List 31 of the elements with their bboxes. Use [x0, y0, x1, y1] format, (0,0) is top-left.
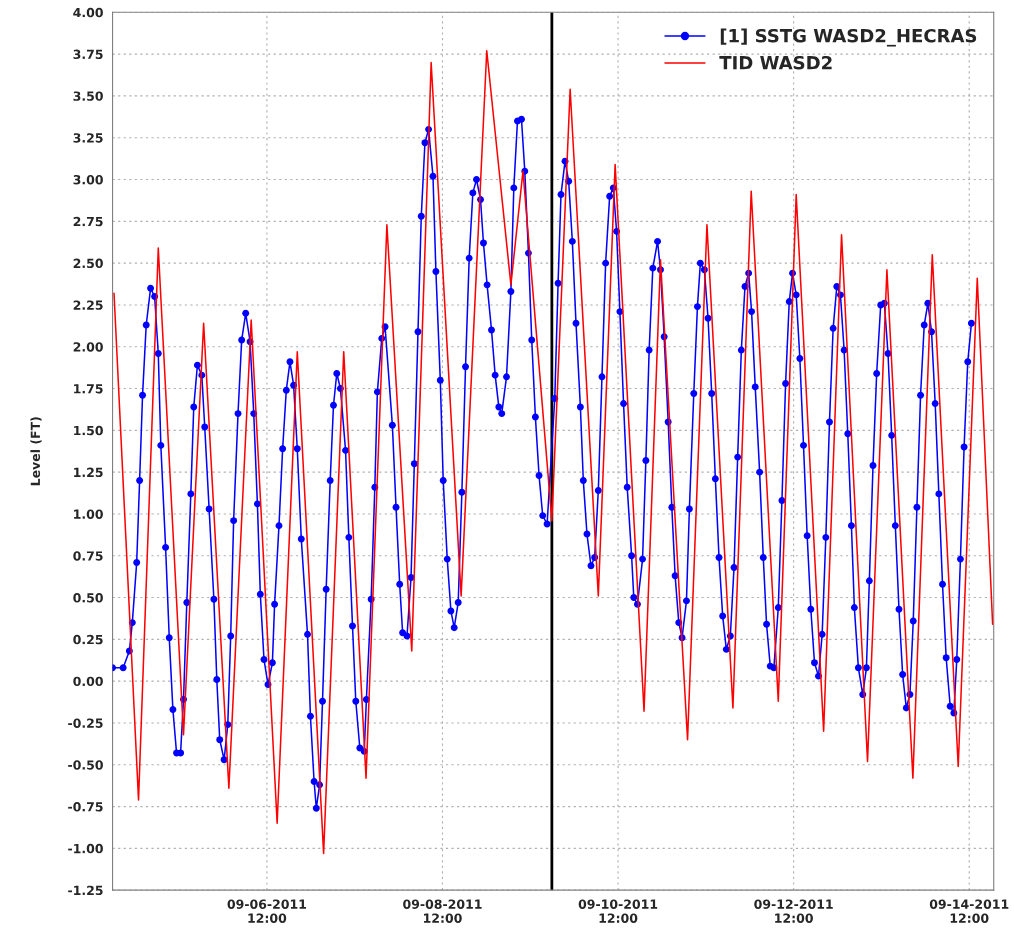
y-tick-label: 1.75 — [74, 384, 103, 394]
y-tick-label: 2.25 — [73, 300, 103, 310]
y-tick-label: 0.50 — [73, 593, 103, 603]
line-series — [113, 50, 994, 855]
x-tick-label: 09-12-2011 12:00 — [754, 899, 833, 923]
y-tick-label: -0.75 — [68, 802, 103, 812]
x-tick-label: 09-10-2011 12:00 — [578, 899, 658, 923]
y-tick-label: 3.50 — [73, 91, 103, 101]
y-tick-label: 3.00 — [73, 175, 103, 185]
y-tick-label: 0.00 — [73, 676, 103, 687]
y-tick-label: -1.00 — [68, 843, 103, 854]
x-tick-label: 09-06-2011 12:00 — [227, 899, 307, 923]
x-tick-label: 09-08-2011 12:00 — [403, 899, 482, 923]
y-tick-label: 3.75 — [73, 49, 103, 60]
y-tick-label: 0.75 — [73, 551, 103, 561]
x-tick-label: 09-14-2011 12:00 — [929, 899, 1009, 923]
y-tick-label: 1.25 — [74, 467, 103, 478]
y-axis-title: Level (FT) — [30, 417, 42, 486]
y-tick-label: 3.25 — [73, 133, 103, 143]
y-tick-label: 1.50 — [74, 425, 103, 436]
legend-label: TID WASD2 — [719, 55, 832, 70]
y-tick-label: 2.75 — [73, 216, 103, 227]
y-tick-label: -0.50 — [68, 760, 103, 770]
y-tick-label: 2.00 — [73, 342, 103, 352]
y-tick-label: 0.25 — [73, 634, 103, 645]
y-tick-label: -0.25 — [68, 718, 103, 728]
legend-label: [1] SSTG WASD2_HECRAS — [720, 28, 977, 47]
y-tick-label: 4.00 — [73, 7, 103, 18]
y-tick-label: 2.50 — [73, 258, 103, 269]
y-tick-label: 1.00 — [74, 509, 103, 519]
y-tick-label: -1.25 — [68, 885, 103, 896]
